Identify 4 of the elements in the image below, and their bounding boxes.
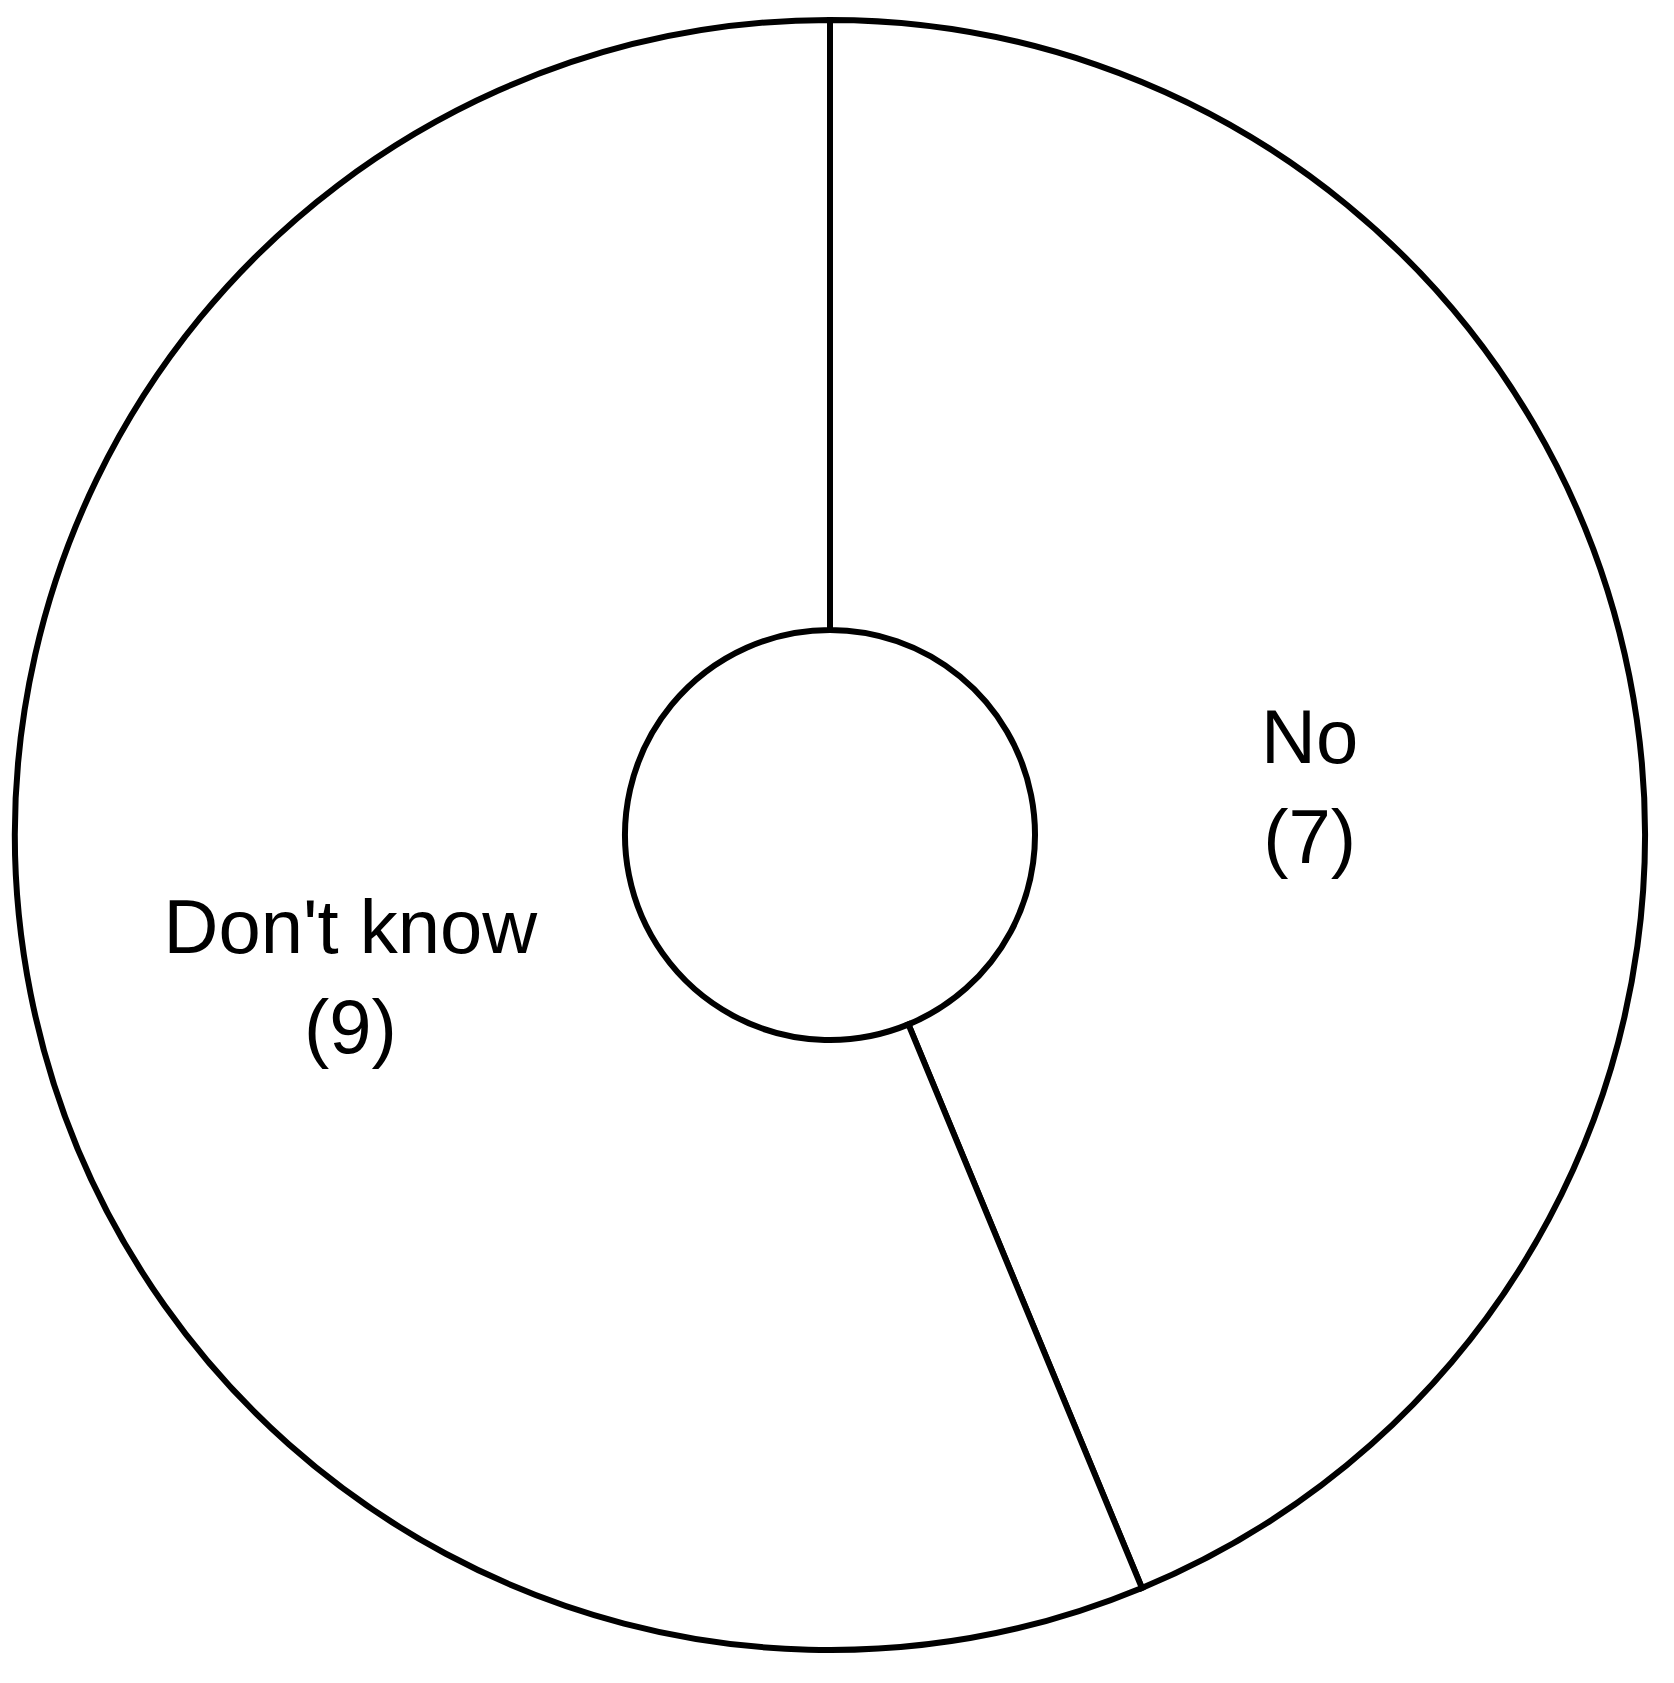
data-label: (9) [303,984,397,1070]
slice-label: Don't know [163,884,539,970]
data-label: (7) [1263,793,1357,879]
slice-label: No [1261,693,1359,779]
